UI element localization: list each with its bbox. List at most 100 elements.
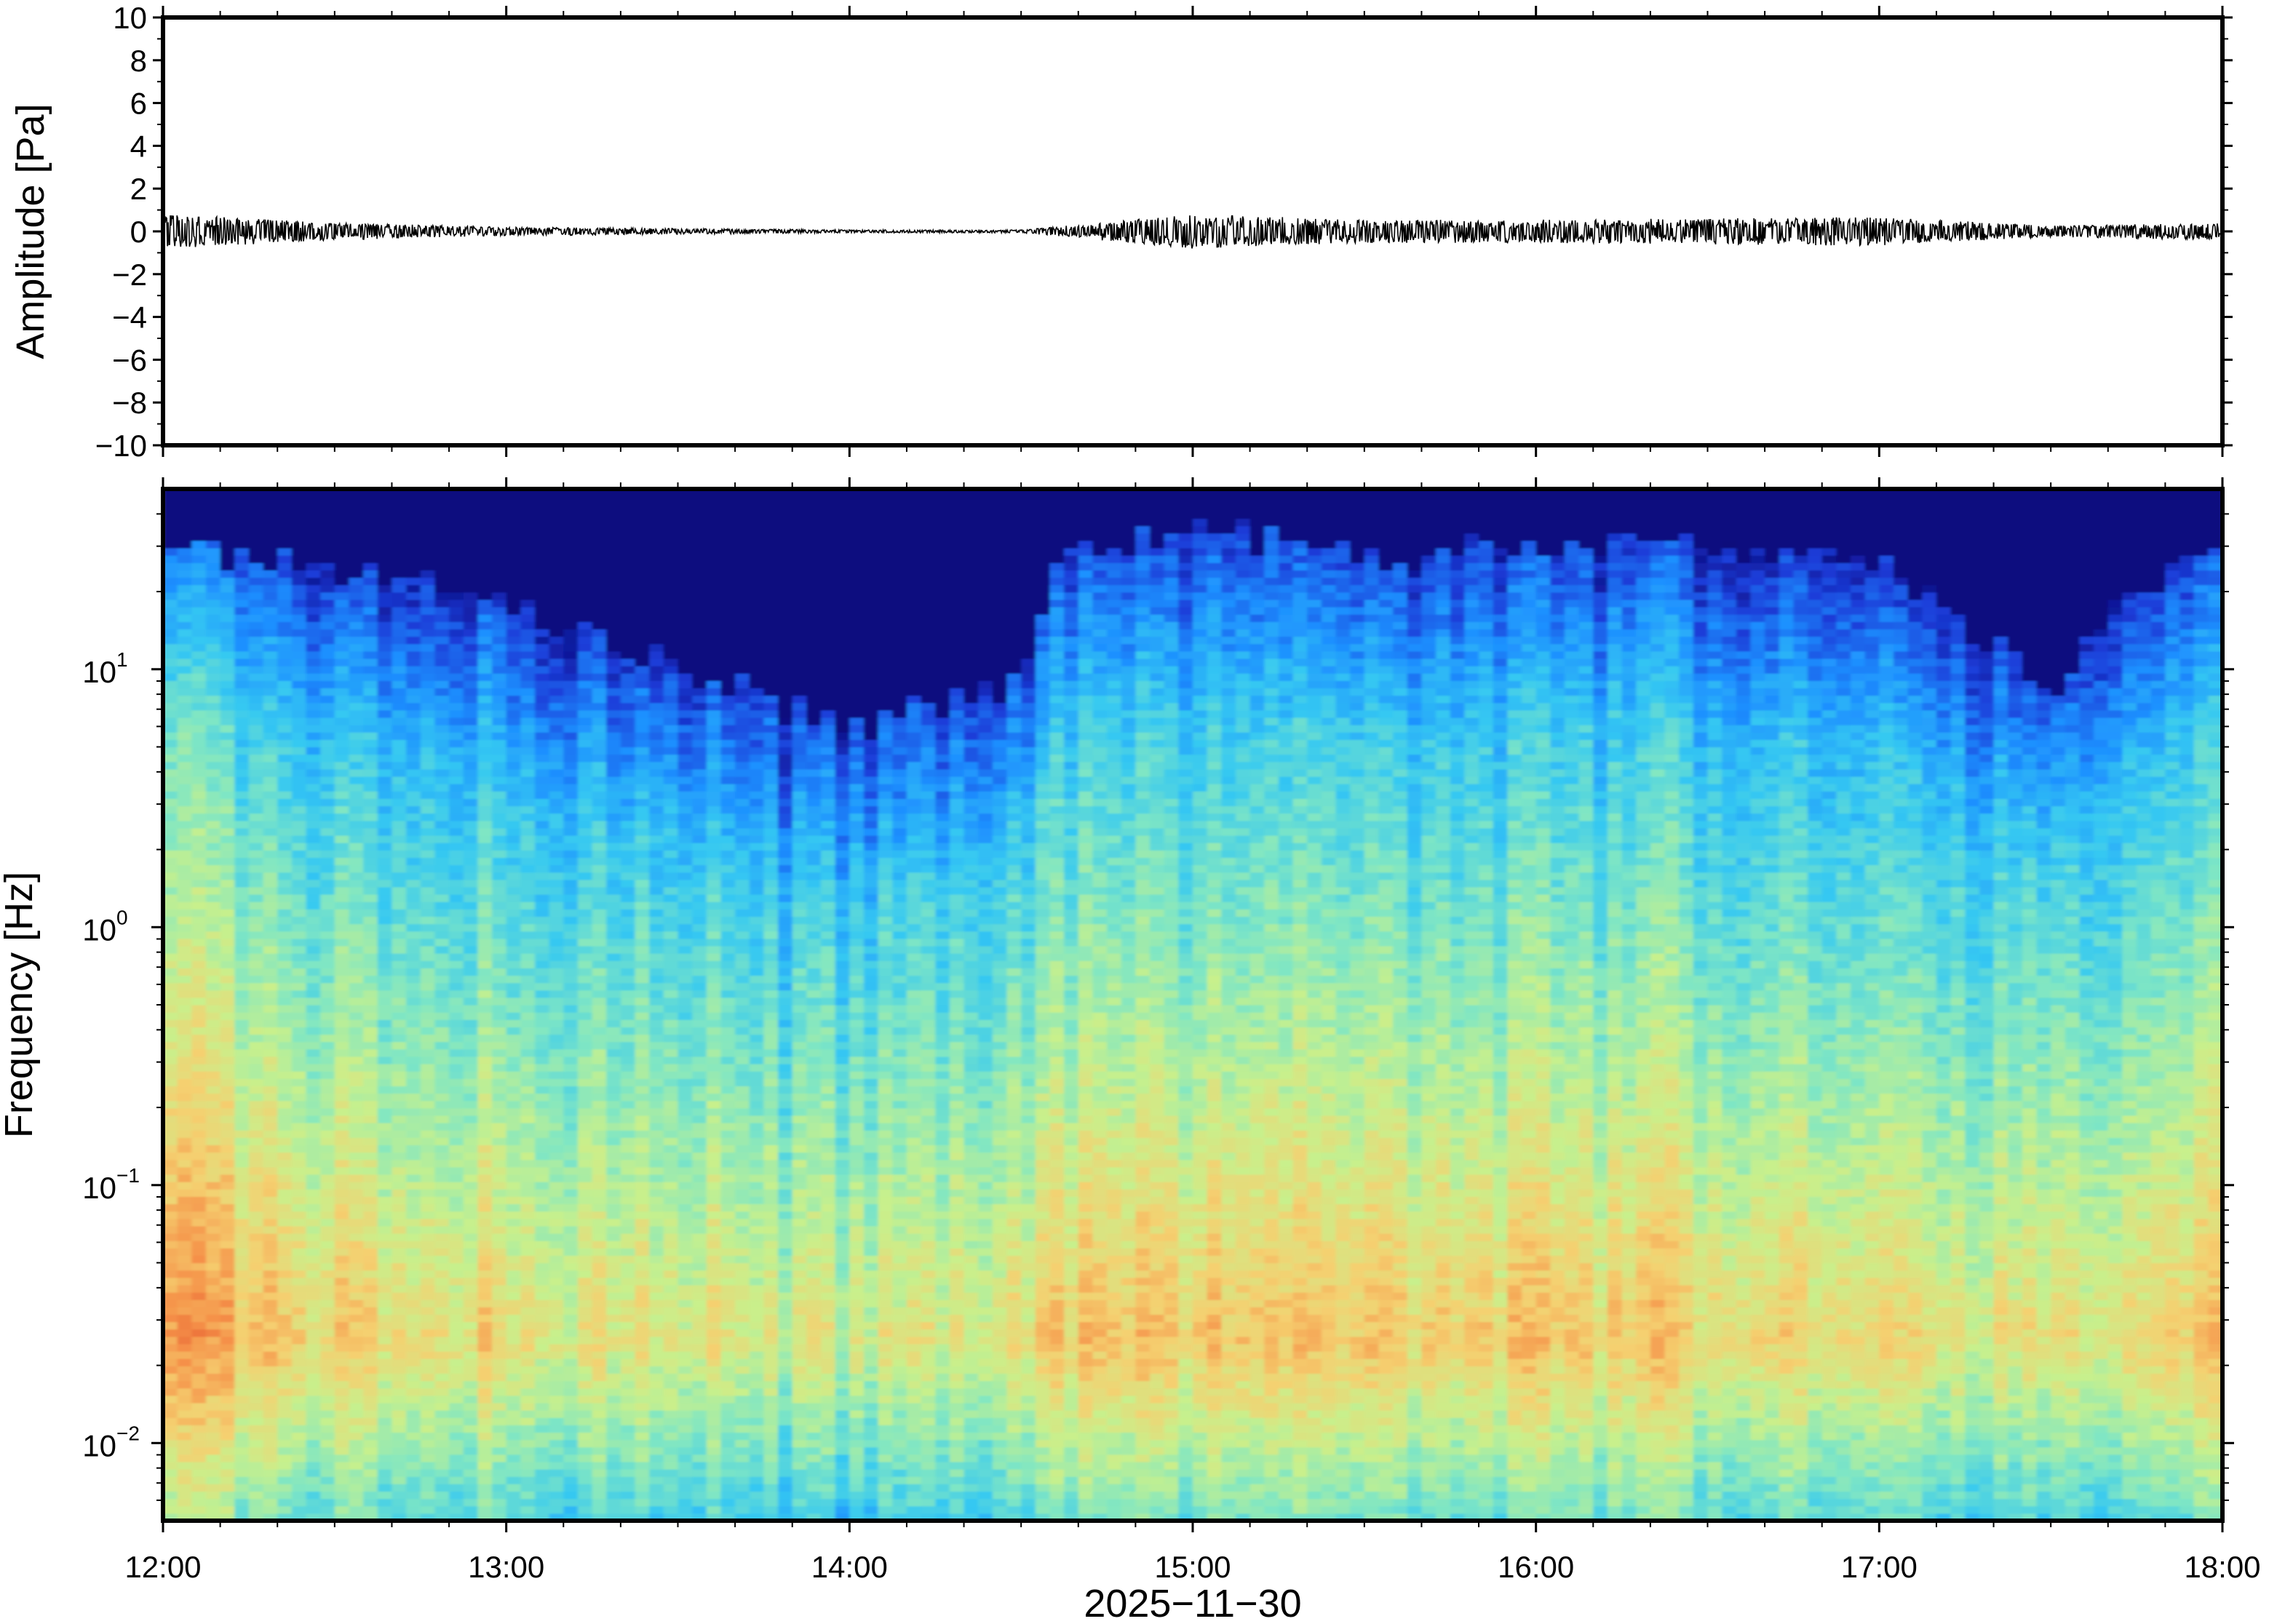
spectrogram-cell	[592, 548, 607, 556]
spectrogram-cell	[421, 1396, 435, 1404]
spectrogram-cell	[549, 917, 564, 925]
spectrogram-cell	[378, 1440, 392, 1448]
spectrogram-cell	[263, 1071, 278, 1079]
spectrogram-cell	[163, 901, 178, 909]
spectrogram-cell	[549, 725, 564, 733]
spectrogram-cell	[249, 917, 263, 925]
spectrogram-cell	[249, 901, 263, 909]
spectrogram-cell	[335, 666, 349, 674]
spectrogram-cell	[635, 901, 650, 909]
spectrogram-cell	[263, 828, 278, 836]
spectrogram-cell	[549, 607, 564, 615]
spectrogram-cell	[277, 1012, 292, 1020]
spectrogram-cell	[578, 1499, 592, 1507]
spectrogram-cell	[206, 1307, 220, 1315]
spectrogram-cell	[220, 548, 235, 556]
spectrogram-cell	[506, 1314, 521, 1322]
spectrogram-cell	[520, 600, 535, 608]
spectrogram-cell	[349, 666, 364, 674]
spectrogram-cell	[434, 1358, 449, 1366]
spectrogram-cell	[249, 1241, 263, 1249]
spectrogram-cell	[520, 894, 535, 902]
spectrogram-cell	[649, 813, 664, 821]
spectrogram-cell	[320, 983, 335, 991]
spectrogram-cell	[520, 857, 535, 865]
spectrogram-cell	[621, 1263, 635, 1271]
spectrogram-cell	[263, 570, 278, 578]
spectrogram-cell	[191, 1233, 206, 1241]
spectrogram-cell	[492, 791, 506, 799]
spectrogram-cell	[606, 843, 621, 851]
spectrogram-cell	[263, 1255, 278, 1263]
spectrogram-cell	[563, 496, 578, 504]
spectrogram-cell	[449, 917, 464, 925]
spectrogram-cell	[621, 578, 635, 586]
spectrogram-cell	[434, 541, 449, 549]
spectrogram-cell	[492, 843, 506, 851]
spectrogram-cell	[421, 1381, 435, 1389]
spectrogram-cell	[191, 755, 206, 763]
spectrogram-cell	[549, 1299, 564, 1307]
spectrogram-cell	[220, 739, 235, 747]
spectrogram-cell	[621, 651, 635, 659]
spectrogram-cell	[621, 1499, 635, 1507]
spectrogram-cell	[392, 917, 406, 925]
spectrogram-cell	[606, 1130, 621, 1138]
spectrogram-cell	[206, 1174, 220, 1182]
spectrogram-cell	[378, 953, 392, 961]
spectrogram-cell	[563, 857, 578, 865]
spectrogram-cell	[178, 946, 192, 954]
spectrogram-cell	[563, 1255, 578, 1263]
spectrogram-cell	[421, 1469, 435, 1477]
spectrogram-cell	[320, 776, 335, 784]
spectrogram-cell	[363, 1204, 378, 1212]
spectrogram-cell	[578, 725, 592, 733]
spectrogram-cell	[621, 872, 635, 880]
spectrogram-cell	[434, 1396, 449, 1404]
spectrogram-cell	[477, 555, 492, 563]
spectrogram-cell	[277, 762, 292, 770]
spectrogram-cell	[349, 1314, 364, 1322]
spectrogram-cell	[306, 1248, 321, 1256]
spectrogram-cell	[578, 1086, 592, 1094]
spectrogram-cell	[363, 798, 378, 806]
spectrogram-cell	[520, 1447, 535, 1455]
spectrogram-cell	[621, 1270, 635, 1278]
spectrogram-cell	[520, 872, 535, 880]
spectrogram-cell	[535, 983, 549, 991]
spectrogram-cell	[378, 762, 392, 770]
spectrogram-cell	[421, 570, 435, 578]
spectrogram-cell	[206, 496, 220, 504]
spectrogram-cell	[606, 924, 621, 932]
spectrogram-cell	[306, 585, 321, 593]
spectrogram-cell	[335, 1123, 349, 1131]
spectrogram-cell	[363, 548, 378, 556]
spectrogram-cell	[506, 843, 521, 851]
spectrogram-cell	[277, 1270, 292, 1278]
spectrogram-cell	[464, 1381, 478, 1389]
spectrogram-cell	[464, 901, 478, 909]
spectrogram-cell	[378, 843, 392, 851]
spectrogram-cell	[320, 1278, 335, 1286]
spectrogram-cell	[363, 784, 378, 792]
spectrogram-cell	[578, 1196, 592, 1204]
spectrogram-cell	[506, 703, 521, 711]
spectrogram-cell	[349, 585, 364, 593]
spectrogram-cell	[191, 1322, 206, 1330]
spectrogram-cell	[163, 1027, 178, 1035]
spectrogram-cell	[277, 894, 292, 902]
spectrogram-cell	[578, 585, 592, 593]
spectrogram-cell	[178, 901, 192, 909]
spectrogram-cell	[649, 784, 664, 792]
spectrogram-cell	[306, 1153, 321, 1161]
spectrogram-cell	[563, 813, 578, 821]
spectrogram-cell	[464, 946, 478, 954]
spectrogram-cell	[492, 1174, 506, 1182]
spectrogram-cell	[363, 1351, 378, 1359]
spectrogram-cell	[206, 1219, 220, 1227]
spectrogram-cell	[191, 1042, 206, 1050]
spectrogram-cell	[492, 806, 506, 814]
spectrogram-cell	[621, 658, 635, 666]
spectrogram-cell	[363, 939, 378, 947]
spectrogram-cell	[320, 666, 335, 674]
